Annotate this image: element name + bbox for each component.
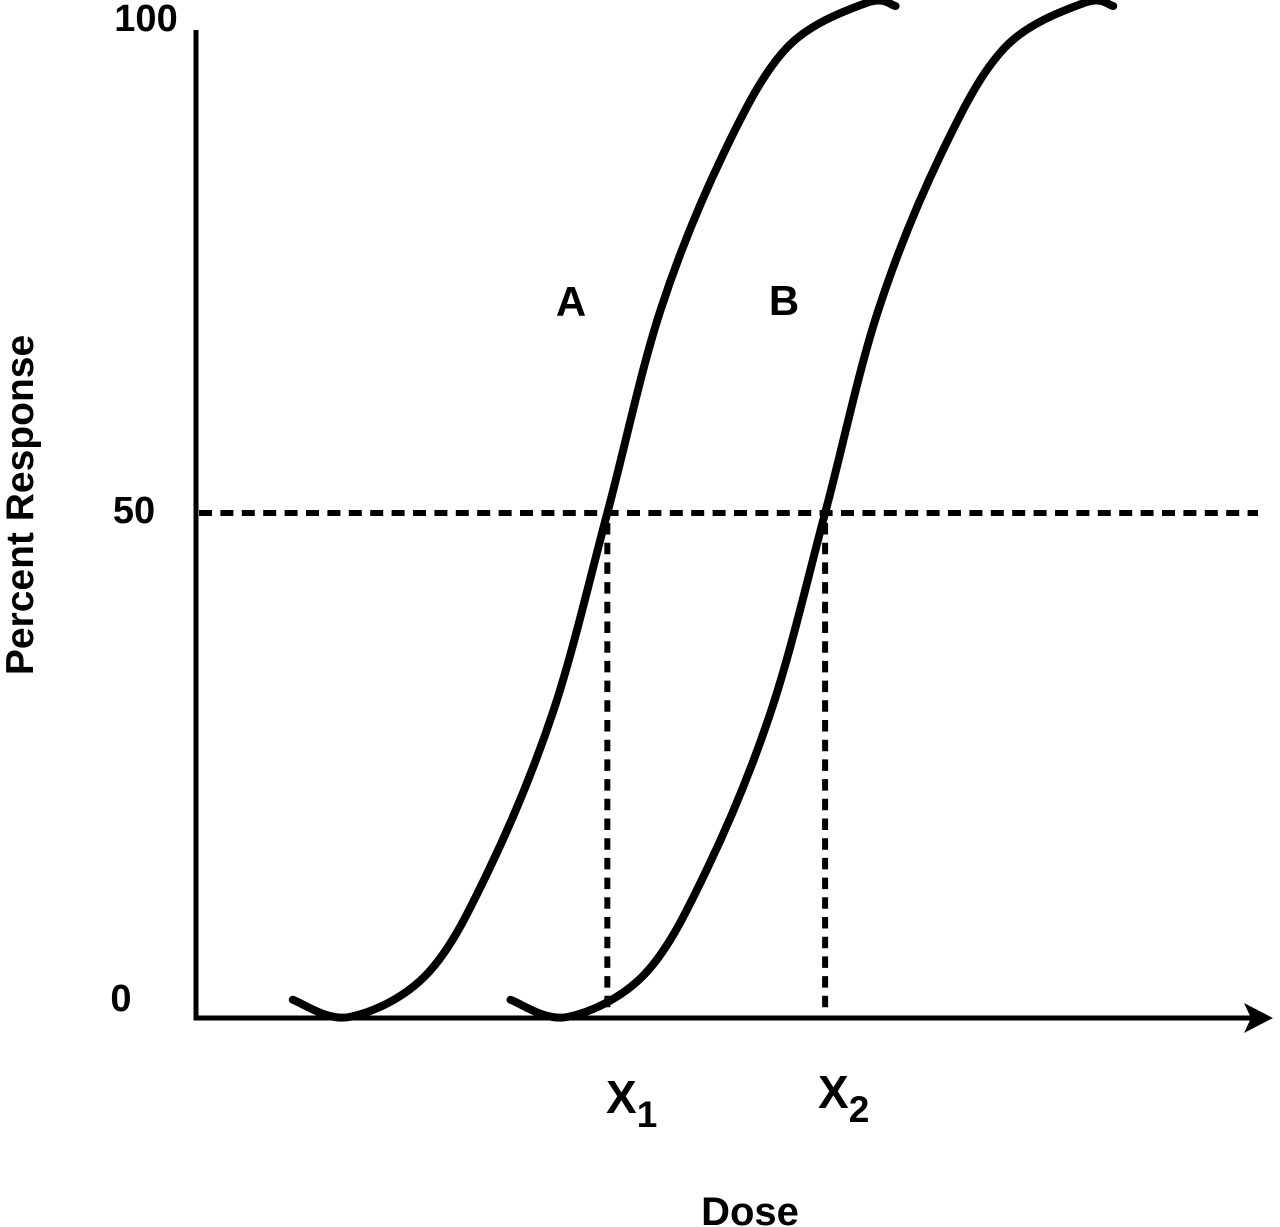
x-axis-title: Dose xyxy=(701,1190,799,1227)
curve-b-label: B xyxy=(768,277,800,324)
y-tick-label-50: 50 xyxy=(112,490,156,532)
x2-subscript-text: 2 xyxy=(848,1089,870,1130)
x2-base-text: X xyxy=(818,1066,849,1118)
x1-subscript-text: 1 xyxy=(636,1094,658,1135)
y-tick-label-0: 0 xyxy=(110,978,132,1020)
y-tick-label-100: 100 xyxy=(114,0,178,40)
x-tick-label-x2: X2 xyxy=(818,1066,869,1130)
x-tick-label-x1: X1 xyxy=(606,1071,657,1135)
x-axis-arrowhead-icon xyxy=(1244,1003,1273,1033)
y-axis-title: Percent Response xyxy=(0,334,42,676)
curve-B-path xyxy=(506,0,1118,1022)
dashed-guides-layer xyxy=(199,510,1258,1016)
curve-A-path xyxy=(288,0,900,1022)
x1-base-text: X xyxy=(606,1071,637,1123)
curves-layer xyxy=(288,0,1118,1022)
curve-a-label: A xyxy=(555,278,587,325)
